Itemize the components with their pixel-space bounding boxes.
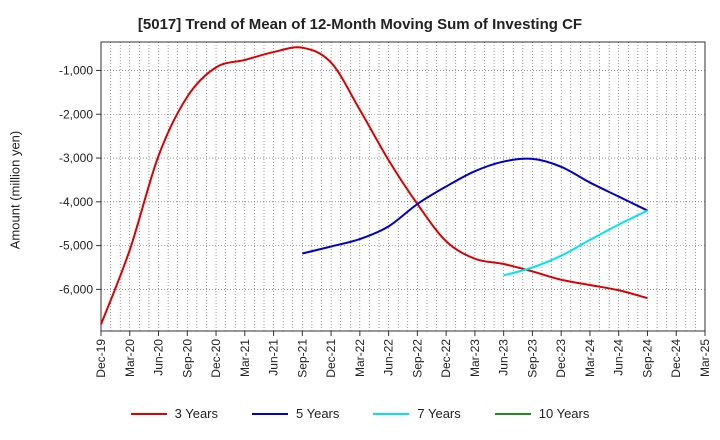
legend-swatch-10-years xyxy=(494,412,531,415)
y-tick-label: -2,000 xyxy=(59,107,93,121)
x-tick-label: Mar-21 xyxy=(238,339,252,377)
x-tick-label: Jun-22 xyxy=(382,339,396,376)
x-tick-label: Mar-24 xyxy=(583,339,597,377)
x-tick-label: Sep-24 xyxy=(640,339,654,378)
x-tick-label: Dec-19 xyxy=(94,339,108,378)
x-tick-label: Sep-21 xyxy=(295,339,309,378)
y-tick-label: -3,000 xyxy=(59,151,93,165)
x-tick-label: Mar-20 xyxy=(123,339,137,377)
legend-label-3-years: 3 Years xyxy=(174,406,218,421)
y-tick-label: -1,000 xyxy=(59,63,93,77)
x-tick-label: Sep-23 xyxy=(525,339,539,378)
chart-title: [5017] Trend of Mean of 12-Month Moving … xyxy=(137,16,583,33)
x-tick-label: Mar-23 xyxy=(468,339,482,377)
x-tick-label: Mar-22 xyxy=(353,339,367,377)
x-tick-label: Sep-22 xyxy=(410,339,424,378)
legend-item-10-years: 10 Years xyxy=(494,406,590,421)
x-tick-label: Jun-23 xyxy=(497,339,511,376)
plot-frame xyxy=(100,41,706,332)
x-tick-label: Sep-20 xyxy=(180,339,194,378)
series-line-3-years xyxy=(100,46,648,325)
legend-item-5-years: 5 Years xyxy=(252,406,339,421)
x-tick-label: Jun-24 xyxy=(612,339,626,376)
x-tick-label: Mar-25 xyxy=(698,339,712,377)
x-tick-label: Dec-20 xyxy=(209,339,223,378)
series-line-5-years xyxy=(302,157,648,255)
x-tick-label: Dec-24 xyxy=(669,339,683,378)
legend-item-7-years: 7 Years xyxy=(373,406,461,421)
plot-area xyxy=(101,42,705,331)
x-tick-label: Dec-21 xyxy=(324,339,338,378)
legend-swatch-5-years xyxy=(252,412,288,415)
legend-swatch-3-years xyxy=(130,412,167,415)
x-tick-label: Jun-21 xyxy=(267,339,281,376)
series-line-7-years xyxy=(503,209,648,277)
legend-label-5-years: 5 Years xyxy=(296,406,340,421)
x-tick-label: Dec-23 xyxy=(554,339,568,378)
y-tick-label: -6,000 xyxy=(59,282,93,296)
chart-legend: 3 Years 5 Years 7 Years 10 Years xyxy=(0,406,720,421)
x-tick-label: Jun-20 xyxy=(152,339,166,376)
legend-label-7-years: 7 Years xyxy=(417,406,461,421)
legend-item-3-years: 3 Years xyxy=(130,406,218,421)
x-tick-label: Dec-22 xyxy=(439,339,453,378)
legend-swatch-7-years xyxy=(373,412,410,415)
y-tick-label: -4,000 xyxy=(59,195,93,209)
legend-label-10-years: 10 Years xyxy=(538,406,590,421)
y-tick-label: -5,000 xyxy=(59,239,93,253)
